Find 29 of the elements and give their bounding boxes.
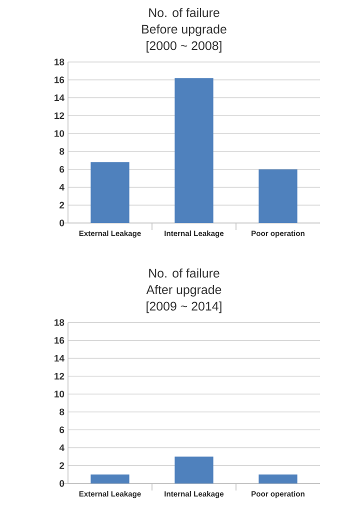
- y-tick-label: 2: [60, 202, 64, 208]
- y-tick-label: 14: [54, 355, 64, 362]
- y-tick-label: 16: [54, 337, 64, 344]
- y-tick-label: 6: [60, 166, 64, 173]
- y-tick-label: 10: [54, 390, 64, 398]
- y-tick-label: 12: [54, 112, 64, 119]
- y-tick-label: 18: [54, 319, 64, 326]
- y-tick-label: 10: [54, 130, 64, 137]
- y-tick-label: 0: [60, 220, 64, 226]
- chart-title: No. of failure: [149, 8, 220, 18]
- y-tick-label: 6: [60, 426, 64, 434]
- y-tick-label: 4: [59, 184, 64, 190]
- chart-subtitle: Before upgrade: [142, 24, 226, 36]
- chart-subtitle: After upgrade: [146, 284, 222, 297]
- chart-title: No. of failure: [149, 268, 220, 278]
- bar: [90, 162, 130, 223]
- y-tick-label: 0: [60, 480, 64, 487]
- text: [2000 ~ 2008]: [146, 40, 222, 53]
- y-tick-label: 8: [60, 408, 64, 416]
- bar: [258, 169, 298, 223]
- text: [2009 ~ 2014]: [146, 301, 222, 314]
- y-tick-label: 18: [54, 58, 64, 66]
- bar: [174, 78, 214, 223]
- y-tick-label: 4: [59, 444, 64, 451]
- y-tick-label: 2: [60, 462, 64, 469]
- y-tick-label: 14: [54, 94, 64, 102]
- y-tick-label: 12: [54, 372, 64, 380]
- y-tick-label: 8: [60, 148, 64, 155]
- y-tick-label: 16: [54, 76, 64, 84]
